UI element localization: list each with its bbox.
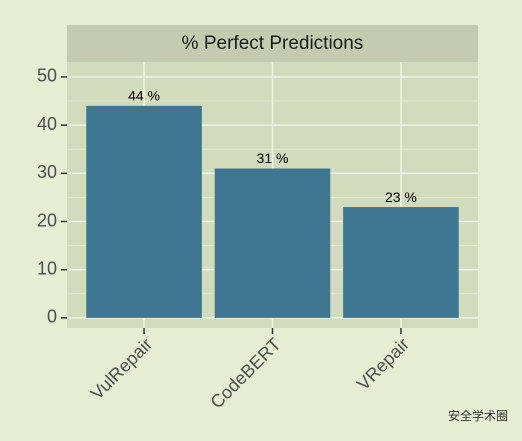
value-label: 23 % bbox=[385, 189, 417, 205]
y-tick-label: 0 bbox=[47, 307, 57, 327]
bar bbox=[343, 207, 459, 318]
chart-title: % Perfect Predictions bbox=[182, 33, 364, 54]
y-tick-label: 20 bbox=[37, 210, 57, 230]
y-tick-label: 50 bbox=[37, 66, 57, 86]
strip bbox=[67, 25, 478, 62]
watermark: 安全学术圈 bbox=[448, 408, 508, 423]
value-label: 44 % bbox=[128, 88, 160, 104]
y-tick-label: 40 bbox=[37, 114, 57, 134]
value-label: 31 % bbox=[257, 150, 289, 166]
bar bbox=[86, 105, 202, 318]
y-tick-label: 30 bbox=[37, 162, 57, 182]
y-tick-label: 10 bbox=[37, 258, 57, 278]
bar bbox=[214, 168, 331, 318]
